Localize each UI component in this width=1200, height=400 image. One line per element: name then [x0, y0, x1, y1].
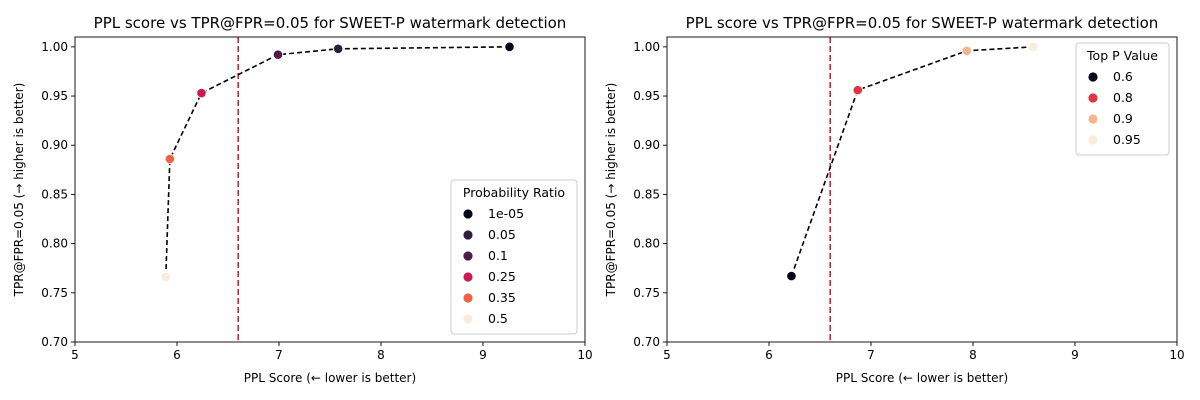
- x-axis-label: PPL Score (← lower is better): [244, 371, 416, 385]
- chart-panel-2: PPL score vs TPR@FPR=0.05 for SWEET-P wa…: [604, 14, 1185, 385]
- connecting-line: [790, 46, 1034, 277]
- y-tick-label: 0.95: [41, 89, 68, 103]
- legend-title: Probability Ratio: [463, 185, 565, 200]
- legend-marker: [1087, 113, 1099, 125]
- legend-marker: [462, 229, 474, 241]
- chart-panel-1: PPL score vs TPR@FPR=0.05 for SWEET-P wa…: [12, 14, 593, 385]
- y-tick-label: 0.80: [633, 237, 660, 251]
- legend-marker: [462, 250, 474, 262]
- x-tick-label: 5: [71, 348, 79, 362]
- x-tick-label: 9: [479, 348, 487, 362]
- x-tick-label: 6: [173, 348, 181, 362]
- y-tick-label: 0.80: [41, 237, 68, 251]
- y-tick-label: 0.75: [41, 286, 68, 300]
- y-tick-label: 1.00: [41, 40, 68, 54]
- data-point: [332, 43, 344, 55]
- legend-label: 0.8: [1113, 90, 1133, 105]
- legend-label: 1e-05: [488, 206, 524, 221]
- legend-label: 0.9: [1113, 111, 1133, 126]
- data-point: [961, 45, 973, 57]
- legend-label: 0.25: [488, 269, 516, 284]
- legend-label: 0.1: [488, 248, 508, 263]
- legend-marker: [462, 271, 474, 283]
- legend-marker: [1087, 92, 1099, 104]
- x-tick-label: 10: [577, 348, 592, 362]
- y-tick-label: 1.00: [633, 40, 660, 54]
- x-tick-label: 8: [377, 348, 385, 362]
- chart-title: PPL score vs TPR@FPR=0.05 for SWEET-P wa…: [686, 14, 1159, 32]
- x-tick-label: 10: [1169, 348, 1184, 362]
- legend-label: 0.5: [488, 311, 508, 326]
- y-axis-label: TPR@FPR=0.05 (→ higher is better): [604, 83, 618, 298]
- legend: Top P Value 0.6 0.8 0.9 0.95: [1075, 42, 1170, 156]
- y-axis-label: TPR@FPR=0.05 (→ higher is better): [12, 83, 26, 298]
- x-tick-label: 7: [275, 348, 283, 362]
- y-tick-label: 0.75: [633, 286, 660, 300]
- x-tick-label: 7: [867, 348, 875, 362]
- data-point: [852, 84, 864, 96]
- y-tick-label: 0.95: [633, 89, 660, 103]
- legend: Probability Ratio 1e-05 0.05 0.1 0.25 0.35 0.5: [450, 179, 578, 335]
- plot-frame: [74, 36, 586, 343]
- x-tick-label: 9: [1071, 348, 1079, 362]
- legend-marker: [462, 292, 474, 304]
- legend-box: [1075, 42, 1170, 156]
- y-tick-label: 0.85: [41, 187, 68, 201]
- legend-label: 0.05: [488, 227, 516, 242]
- chart-title: PPL score vs TPR@FPR=0.05 for SWEET-P wa…: [94, 14, 567, 32]
- legend-marker: [462, 313, 474, 325]
- data-point: [160, 271, 172, 283]
- legend-box: [450, 179, 578, 335]
- data-point: [1027, 41, 1039, 53]
- legend-marker: [1087, 71, 1099, 83]
- legend-marker: [462, 208, 474, 220]
- data-point: [272, 49, 284, 61]
- y-tick-label: 0.90: [633, 138, 660, 152]
- legend-title: Top P Value: [1086, 48, 1158, 63]
- legend-label: 0.95: [1113, 132, 1141, 147]
- data-point: [786, 270, 797, 282]
- connecting-line: [164, 46, 510, 278]
- y-tick-label: 0.70: [633, 335, 660, 349]
- data-point: [196, 87, 207, 99]
- y-tick-label: 0.70: [41, 335, 68, 349]
- data-point: [164, 153, 176, 165]
- x-tick-label: 5: [663, 348, 671, 362]
- y-tick-label: 0.85: [633, 187, 660, 201]
- x-axis-label: PPL Score (← lower is better): [836, 371, 1008, 385]
- x-tick-label: 6: [765, 348, 773, 362]
- legend-label: 0.6: [1113, 69, 1133, 84]
- legend-label: 0.35: [488, 290, 516, 305]
- y-tick-label: 0.90: [41, 138, 68, 152]
- data-point: [504, 41, 515, 53]
- x-tick-label: 8: [969, 348, 977, 362]
- legend-marker: [1087, 134, 1099, 146]
- plot-frame: [666, 36, 1178, 343]
